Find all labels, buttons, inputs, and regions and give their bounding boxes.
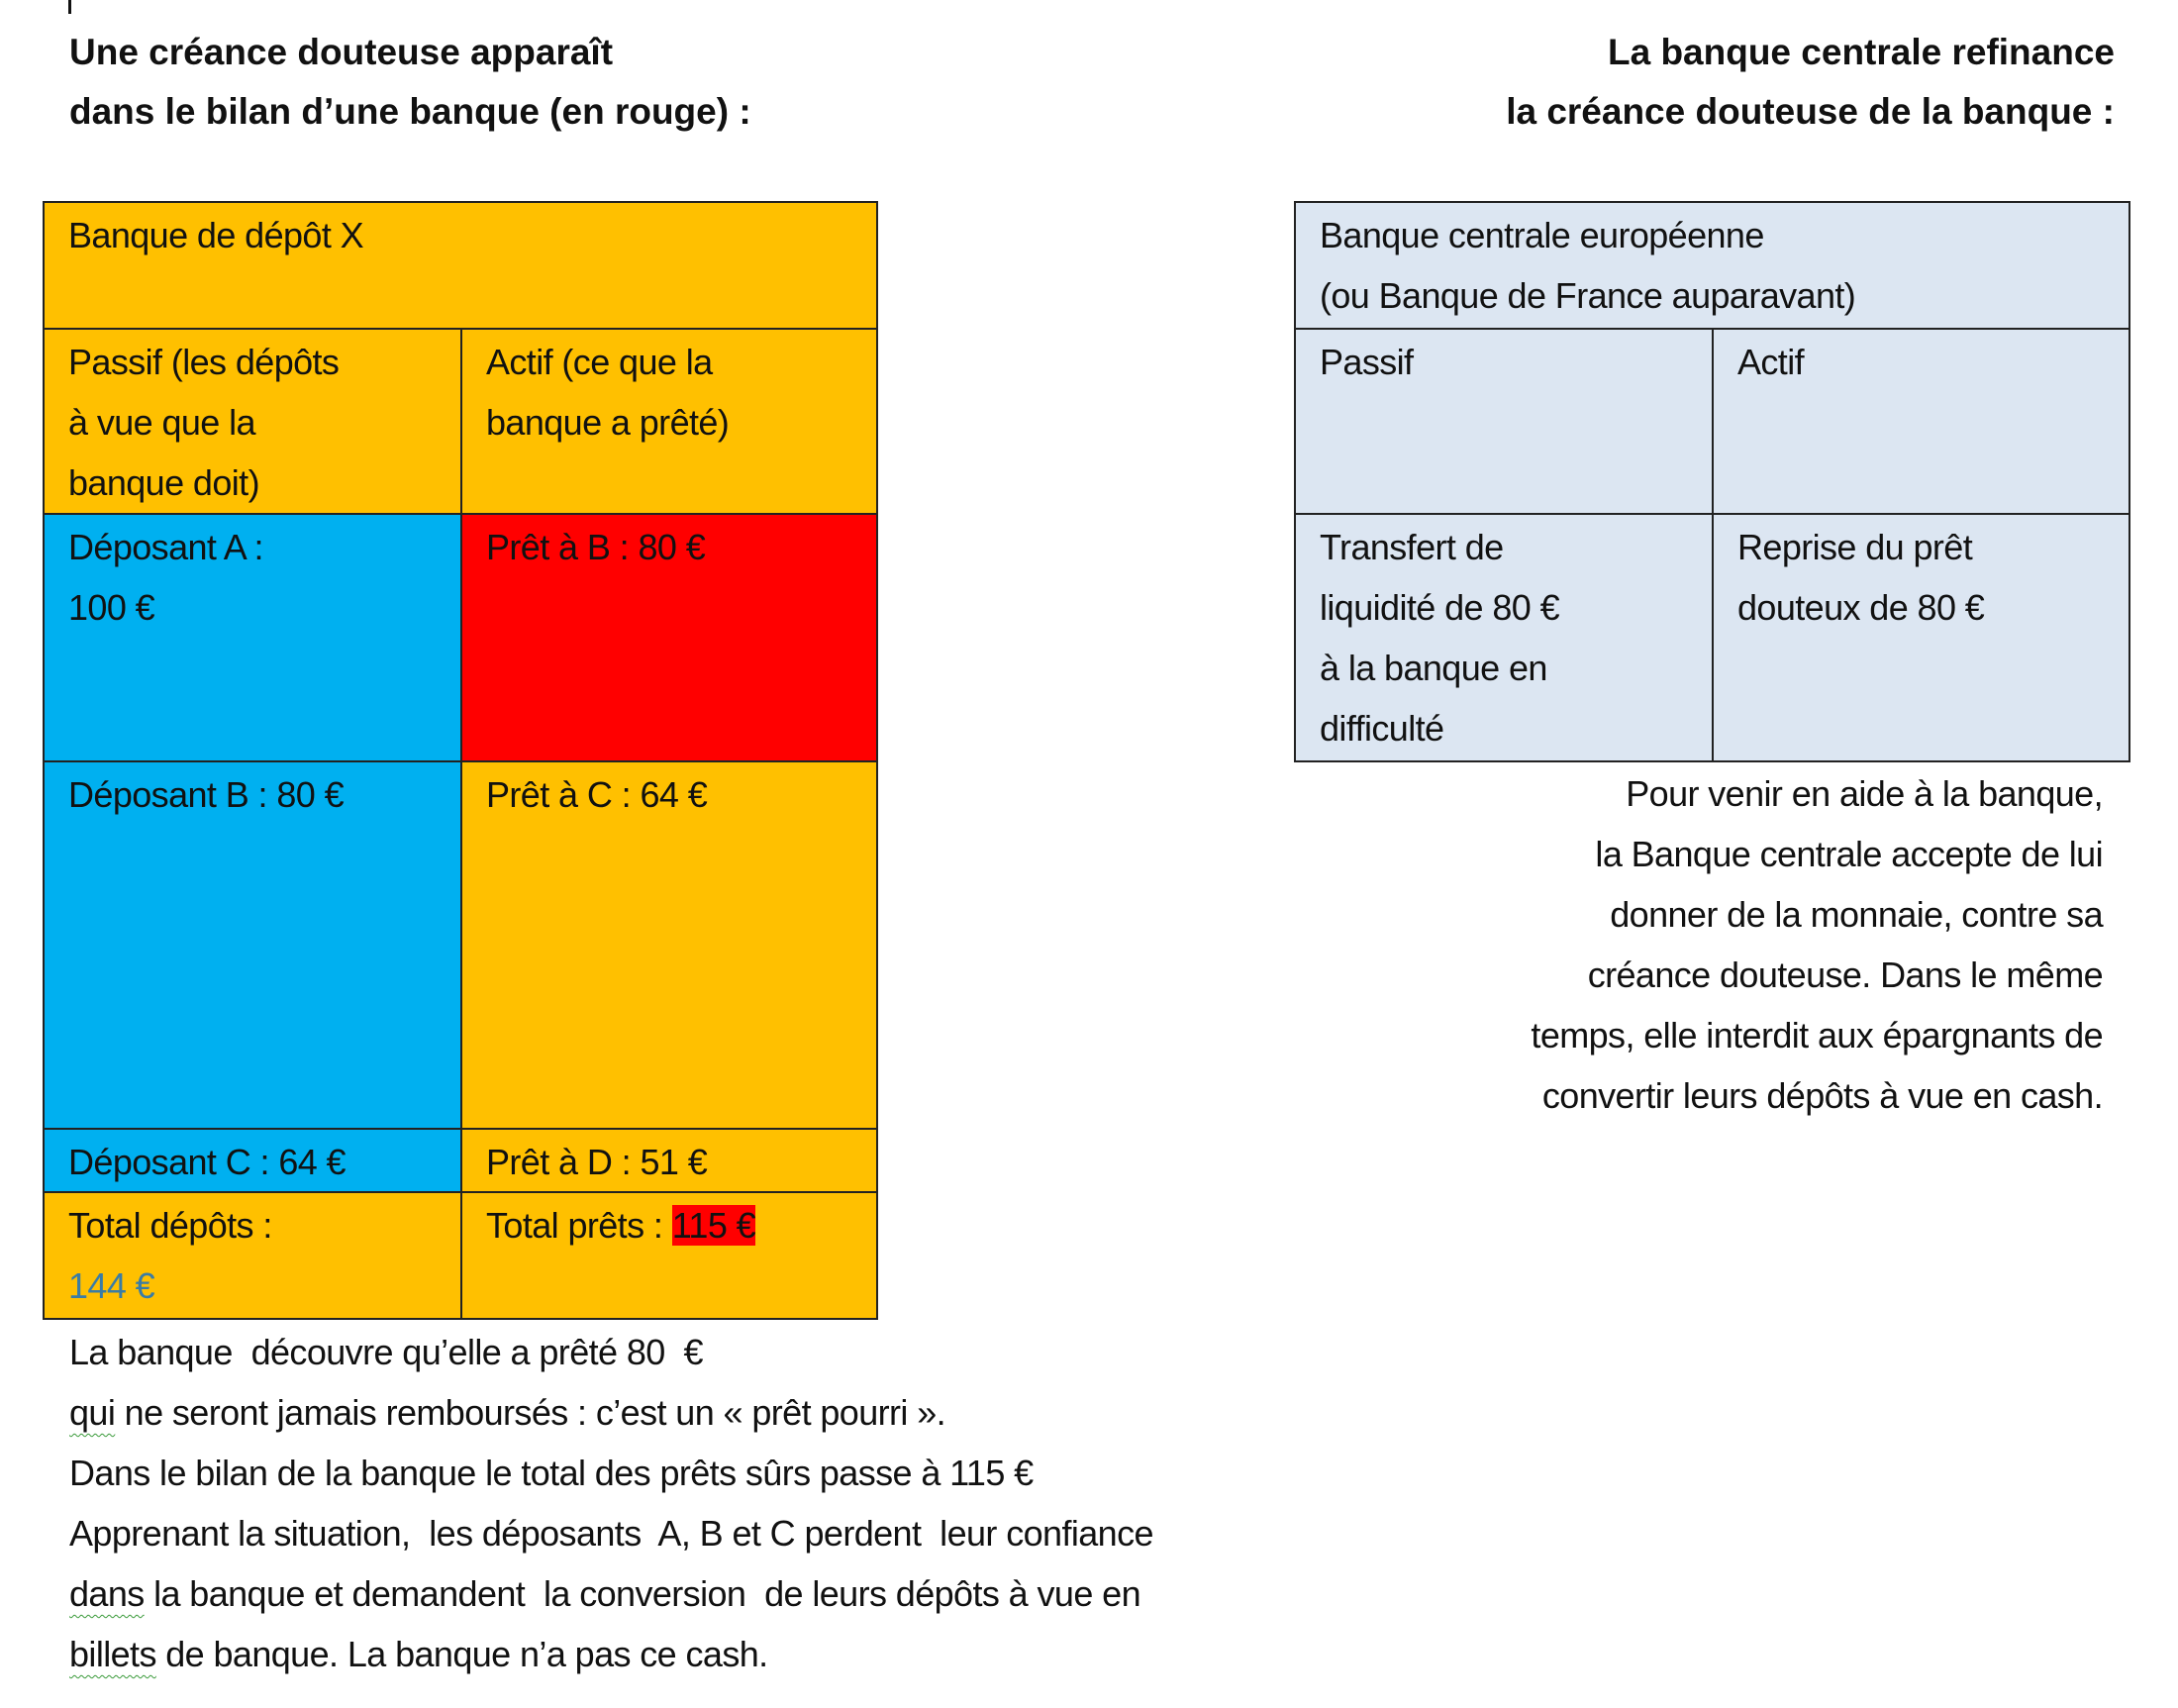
central-actif-label: Actif — [1737, 342, 1805, 382]
actif-header-line: Actif (ce que la — [486, 342, 713, 382]
deposit-b-text: Déposant B : 80 € — [68, 774, 345, 815]
central-passif-header: Passif — [1294, 328, 1714, 515]
passif-header-line: Passif (les dépôts — [68, 342, 340, 382]
central-actif-header: Actif — [1712, 328, 2130, 515]
paragraph-line: La banque découvre qu’elle a prêté 80 € — [69, 1332, 704, 1372]
central-passif-entry: Transfert de liquidité de 80 € à la banq… — [1294, 513, 1714, 762]
passif-header-line: banque doit) — [68, 462, 260, 503]
deposit-c-cell: Déposant C : 64 € — [43, 1128, 462, 1193]
central-actif-entry-line: Reprise du prêt — [1737, 527, 1973, 567]
loan-c-text: Prêt à C : 64 € — [486, 774, 708, 815]
central-actif-entry: Reprise du prêt douteux de 80 € — [1712, 513, 2130, 762]
bank-situation-paragraph: La banque découvre qu’elle a prêté 80 € … — [69, 1322, 1154, 1684]
left-title-line-2: dans le bilan d’une banque (en rouge) : — [69, 91, 751, 132]
right-title: La banque centrale refinance la créance … — [1506, 23, 2115, 142]
bank-table-title-text: Banque de dépôt X — [68, 215, 364, 255]
passif-header-line: à vue que la — [68, 402, 256, 443]
loan-b-text: Prêt à B : 80 € — [486, 527, 706, 567]
paragraph-line: dans la banque et demandent la conversio… — [69, 1563, 1153, 1624]
central-passif-entry-line: Transfert de — [1320, 527, 1504, 567]
deposit-a-label: Déposant A : — [68, 527, 264, 567]
explanation-line: donner de la monnaie, contre sa — [1610, 894, 2103, 935]
loan-c-cell: Prêt à C : 64 € — [460, 760, 878, 1130]
passif-header-cell: Passif (les dépôts à vue que la banque d… — [43, 328, 462, 515]
loan-d-text: Prêt à D : 51 € — [486, 1142, 708, 1182]
total-deposits-value: 144 € — [68, 1265, 155, 1306]
paragraph-line: Dans le bilan de la banque le total des … — [69, 1453, 1034, 1493]
bank-table-title: Banque de dépôt X — [43, 201, 878, 330]
paragraph-line: qui ne seront jamais remboursés : c’est … — [69, 1382, 1153, 1443]
explanation-line: convertir leurs dépôts à vue en cash. — [1541, 1075, 2104, 1116]
paragraph-line-text: la banque et demandent la conversion de … — [144, 1573, 1141, 1614]
left-title: Une créance douteuse apparaît dans le bi… — [69, 23, 751, 142]
loan-b-cell: Prêt à B : 80 € — [460, 513, 878, 762]
text-cursor — [68, 0, 71, 14]
central-table-title: Banque centrale européenne (ou Banque de… — [1294, 201, 2130, 330]
actif-header-cell: Actif (ce que la banque a prêté) — [460, 328, 878, 515]
actif-header-line: banque a prêté) — [486, 402, 730, 443]
deposit-a-cell: Déposant A : 100 € — [43, 513, 462, 762]
spellcheck-flagged-word: billets — [69, 1634, 156, 1674]
paragraph-line-text: ne seront jamais remboursés : c’est un «… — [115, 1392, 946, 1433]
left-title-line-1: Une créance douteuse apparaît — [69, 32, 614, 72]
right-title-line-1: La banque centrale refinance — [1607, 32, 2115, 72]
central-actif-entry-line: douteux de 80 € — [1737, 587, 1985, 628]
total-deposits-label: Total dépôts : — [68, 1205, 272, 1246]
deposit-b-cell: Déposant B : 80 € — [43, 760, 462, 1130]
central-passif-entry-line: à la banque en — [1320, 648, 1547, 688]
total-loans-label: Total prêts : — [486, 1205, 672, 1246]
right-title-line-2: la créance douteuse de la banque : — [1506, 91, 2115, 132]
total-deposits-cell: Total dépôts : 144 € — [43, 1191, 462, 1320]
central-title-line: (ou Banque de France auparavant) — [1320, 275, 1856, 316]
paragraph-line: billets de banque. La banque n’a pas ce … — [69, 1624, 1153, 1684]
deposit-c-text: Déposant C : 64 € — [68, 1142, 346, 1182]
central-passif-entry-line: liquidité de 80 € — [1320, 587, 1560, 628]
central-title-line: Banque centrale européenne — [1320, 215, 1764, 255]
paragraph-line: Apprenant la situation, les déposants A,… — [69, 1513, 1154, 1554]
explanation-line: temps, elle interdit aux épargnants de — [1531, 1015, 2103, 1055]
spellcheck-flagged-word: qui — [69, 1392, 116, 1433]
explanation-line: la Banque centrale accepte de lui — [1595, 834, 2103, 874]
spellcheck-flagged-word: dans — [69, 1573, 145, 1614]
explanation-line: Pour venir en aide à la banque, — [1626, 773, 2103, 814]
explanation-line: créance douteuse. Dans le même — [1587, 954, 2104, 995]
loan-d-cell: Prêt à D : 51 € — [460, 1128, 878, 1193]
total-loans-cell: Total prêts : 115 € — [460, 1191, 878, 1320]
deposit-a-value: 100 € — [68, 587, 155, 628]
central-passif-entry-line: difficulté — [1320, 708, 1444, 749]
central-bank-explanation: Pour venir en aide à la banque, la Banqu… — [1531, 763, 2103, 1126]
total-loans-value: 115 € — [671, 1205, 756, 1246]
central-passif-label: Passif — [1320, 342, 1414, 382]
paragraph-line-text: de banque. La banque n’a pas ce cash. — [155, 1634, 768, 1674]
